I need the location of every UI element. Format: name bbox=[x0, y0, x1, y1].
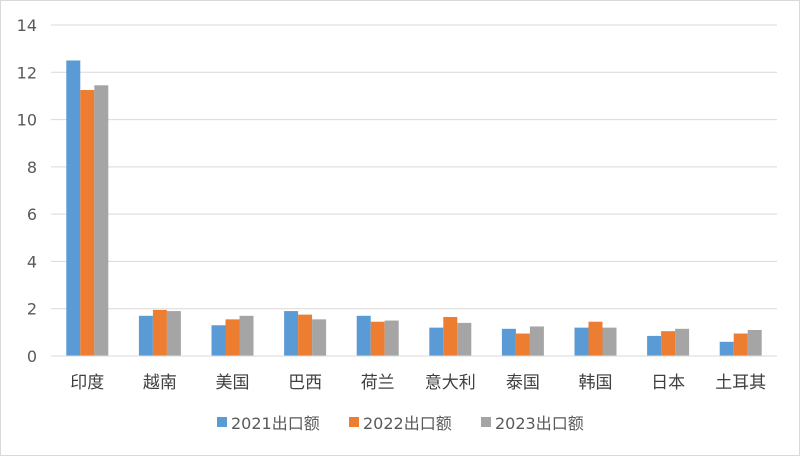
legend-swatch bbox=[481, 417, 491, 427]
legend-label: 2022出口额 bbox=[363, 414, 452, 433]
legend: 2021出口额 2022出口额 2023出口额 bbox=[217, 414, 584, 433]
bar bbox=[719, 341, 734, 356]
category-label: 越南 bbox=[143, 373, 177, 393]
category-label: 泰国 bbox=[506, 373, 540, 393]
gridlines bbox=[51, 24, 777, 310]
y-tick-label: 4 bbox=[27, 252, 37, 271]
bar bbox=[312, 319, 327, 356]
bar bbox=[166, 311, 181, 356]
bar bbox=[370, 321, 385, 356]
legend-swatch bbox=[349, 417, 359, 427]
y-tick-label: 6 bbox=[27, 205, 37, 224]
bar bbox=[94, 85, 109, 357]
y-tick-label: 12 bbox=[17, 63, 37, 82]
legend-swatch bbox=[217, 417, 227, 427]
category-label: 韩国 bbox=[579, 373, 613, 393]
bar bbox=[501, 328, 516, 356]
bar bbox=[647, 335, 662, 356]
bar bbox=[602, 327, 617, 356]
y-tick-label: 14 bbox=[17, 16, 37, 35]
legend-label: 2023出口额 bbox=[495, 414, 584, 433]
bar bbox=[733, 333, 748, 356]
bar bbox=[457, 322, 472, 356]
bar bbox=[429, 327, 444, 356]
bar bbox=[529, 326, 544, 356]
y-axis-ticks: 0 2 4 6 8 10 12 14 bbox=[17, 16, 37, 366]
category-label: 巴西 bbox=[288, 373, 322, 393]
bar bbox=[80, 90, 95, 357]
bar bbox=[152, 309, 167, 356]
bar bbox=[661, 331, 676, 356]
bar bbox=[138, 315, 153, 356]
bar bbox=[66, 60, 81, 356]
bar bbox=[298, 314, 313, 356]
x-axis-categories: 印度 越南 美国 巴西 荷兰 意大利 泰国 韩国 日本 土耳其 bbox=[70, 373, 766, 393]
bar bbox=[225, 319, 240, 356]
bar bbox=[443, 316, 458, 356]
bar bbox=[515, 333, 530, 356]
y-tick-label: 0 bbox=[27, 347, 37, 366]
bar bbox=[747, 329, 762, 356]
category-label: 意大利 bbox=[425, 373, 476, 393]
bar bbox=[356, 315, 371, 356]
bar bbox=[588, 321, 603, 356]
bar bbox=[574, 327, 589, 356]
category-label: 荷兰 bbox=[361, 373, 395, 393]
y-tick-label: 2 bbox=[27, 300, 37, 319]
category-label: 土耳其 bbox=[715, 373, 766, 393]
bar bbox=[284, 311, 299, 356]
y-tick-label: 8 bbox=[27, 158, 37, 177]
bar bbox=[239, 315, 254, 356]
bar bbox=[211, 325, 226, 356]
category-label: 印度 bbox=[70, 373, 104, 393]
bar bbox=[675, 328, 690, 356]
bars bbox=[66, 60, 762, 357]
category-label: 美国 bbox=[216, 373, 250, 393]
legend-label: 2021出口额 bbox=[231, 414, 320, 433]
category-label: 日本 bbox=[651, 373, 685, 393]
bar bbox=[384, 320, 399, 356]
y-tick-label: 10 bbox=[17, 111, 37, 130]
